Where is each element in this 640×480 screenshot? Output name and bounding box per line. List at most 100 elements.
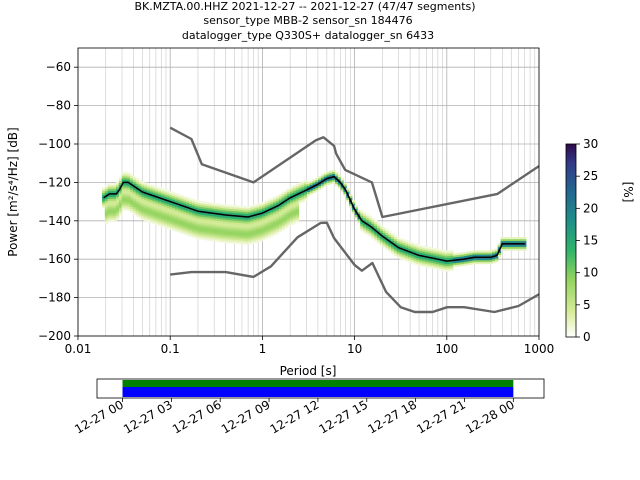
heatmap-cell: [424, 265, 429, 268]
heatmap-cell: [146, 212, 151, 215]
heatmap-cell: [292, 217, 297, 220]
heatmap-cell: [276, 218, 280, 221]
heatmap-cell: [172, 207, 176, 210]
heatmap-cell: [506, 246, 510, 249]
heatmap-cell: [391, 236, 395, 239]
heatmap-cell: [149, 211, 154, 214]
heatmap-cell: [511, 246, 516, 249]
heatmap-cell: [155, 211, 159, 214]
heatmap-cell: [497, 243, 502, 246]
title-line-3: datalogger_type Q330S+ datalogger_sn 643…: [182, 29, 434, 42]
heatmap-cell: [149, 220, 154, 224]
heatmap-cell: [306, 184, 311, 187]
heatmap-cell: [377, 233, 381, 237]
heatmap-cell: [194, 234, 199, 237]
heatmap-cell: [236, 239, 241, 243]
heatmap-cell: [309, 180, 314, 183]
heatmap-cell: [191, 233, 196, 236]
heatmap-cell: [287, 214, 291, 217]
heatmap-cell: [191, 212, 196, 215]
heatmap-cell: [318, 183, 322, 187]
heatmap-cell: [104, 187, 109, 190]
heatmap-cell: [166, 207, 170, 210]
heatmap-cell: [127, 195, 131, 198]
heatmap-cell: [200, 229, 204, 233]
heatmap-cell: [183, 219, 187, 222]
heatmap-cell: [180, 225, 184, 229]
heatmap-cell: [208, 213, 213, 216]
coverage-data-bar: [122, 387, 514, 397]
heatmap-cell: [320, 185, 325, 189]
heatmap-cell: [514, 236, 518, 240]
heatmap-cell: [208, 225, 213, 228]
heatmap-cell: [138, 197, 142, 200]
heatmap-cell: [295, 210, 300, 213]
heatmap-cell: [166, 217, 170, 220]
heatmap-cell: [222, 236, 227, 239]
heatmap-cell: [388, 244, 392, 247]
heatmap-cell: [205, 232, 210, 235]
heatmap-cell: [292, 198, 297, 201]
heatmap-cell: [433, 263, 437, 266]
heatmap-cell: [158, 187, 162, 190]
heatmap-cell: [174, 214, 179, 217]
heatmap-cell: [461, 261, 465, 265]
heatmap-cell: [203, 226, 207, 229]
heatmap-cell: [236, 238, 241, 241]
heatmap-cell: [506, 240, 510, 244]
heatmap-cell: [194, 226, 199, 230]
heatmap-cell: [349, 203, 353, 206]
heatmap-cell: [430, 247, 434, 250]
heatmap-cell: [466, 259, 471, 262]
heatmap-cell: [169, 219, 173, 223]
heatmap-cell: [256, 215, 260, 218]
heatmap-cell: [365, 217, 370, 220]
heatmap-cell: [233, 226, 238, 229]
heatmap-cell: [172, 211, 176, 214]
heatmap-cell: [127, 201, 131, 204]
heatmap-cell: [152, 214, 156, 217]
heatmap-cell: [371, 235, 375, 238]
heatmap-cell: [480, 250, 485, 253]
heatmap-cell: [475, 261, 479, 265]
heatmap-cell: [242, 234, 246, 237]
heatmap-cell: [166, 195, 170, 199]
heatmap-cell: [388, 236, 392, 239]
heatmap-cell: [132, 200, 137, 204]
heatmap-cell: [236, 216, 241, 220]
heatmap-cell: [118, 198, 123, 201]
heatmap-cell: [141, 198, 145, 201]
heatmap-cell: [447, 267, 451, 270]
heatmap-cell: [180, 197, 184, 200]
heatmap-cell: [419, 262, 423, 265]
heatmap-cell: [107, 189, 111, 192]
heatmap-cell: [135, 200, 140, 204]
heatmap-cell: [245, 231, 249, 234]
title-line-2: sensor_type MBB-2 sensor_sn 184476: [203, 14, 412, 27]
heatmap-cell: [433, 267, 437, 270]
heatmap-cell: [219, 238, 224, 241]
heatmap-cell: [472, 254, 476, 257]
heatmap-cell: [110, 187, 114, 190]
heatmap-cell: [276, 202, 280, 206]
heatmap-cell: [385, 240, 389, 243]
heatmap-cell: [253, 236, 257, 240]
heatmap-cell: [259, 208, 263, 211]
heatmap-cell: [183, 211, 187, 214]
heatmap-cell: [424, 246, 429, 249]
heatmap-cell: [149, 197, 154, 201]
heatmap-cell: [371, 231, 375, 234]
heatmap-cell: [242, 240, 246, 243]
heatmap-cell: [262, 238, 266, 241]
heatmap-cell: [225, 208, 229, 211]
heatmap-cell: [116, 192, 120, 196]
heatmap-cell: [410, 244, 415, 247]
heatmap-cell: [124, 173, 128, 176]
heatmap-cell: [116, 188, 120, 192]
heatmap-cell: [259, 223, 263, 227]
heatmap-cell: [278, 197, 283, 200]
heatmap-cell: [371, 223, 375, 226]
heatmap-cell: [155, 205, 159, 208]
colorbar-tick-label: 20: [583, 201, 598, 215]
